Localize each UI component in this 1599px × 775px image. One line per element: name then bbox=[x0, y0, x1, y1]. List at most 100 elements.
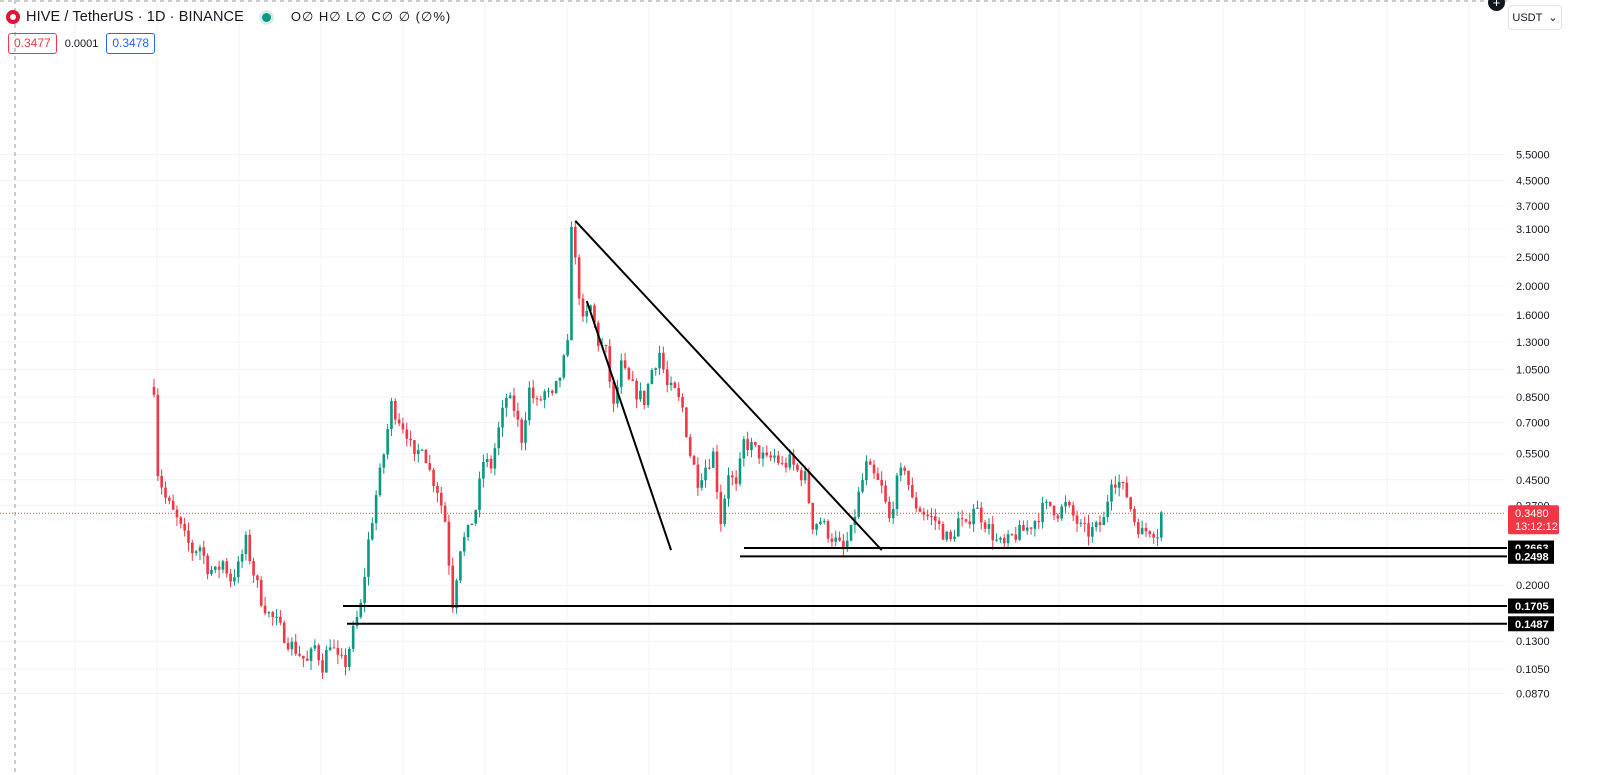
candle-body bbox=[1010, 534, 1014, 536]
candle-body bbox=[708, 467, 711, 469]
candle-body bbox=[911, 485, 914, 498]
candle-body bbox=[302, 655, 305, 659]
candle-body bbox=[623, 360, 627, 369]
price-axis[interactable]: 5.5000 4.5000 3.7000 3.1000 2.5000 2.0000 1.60… bbox=[1507, 0, 1599, 775]
candle-body bbox=[221, 561, 225, 570]
candle-body bbox=[374, 495, 378, 524]
candle-body bbox=[868, 461, 872, 465]
candle-body bbox=[332, 647, 336, 649]
candle-body bbox=[298, 653, 301, 656]
candle-body bbox=[581, 298, 585, 317]
candle-body bbox=[531, 387, 535, 399]
candle-body bbox=[206, 555, 209, 575]
candle-body bbox=[738, 458, 742, 484]
candle-body bbox=[198, 547, 202, 552]
candle-body bbox=[470, 523, 474, 526]
candle-body bbox=[164, 487, 167, 498]
sell-price-button[interactable]: 0.3477 bbox=[8, 33, 57, 54]
candle-body bbox=[677, 387, 681, 397]
symbol-title[interactable]: HIVE / TetherUS · 1D · BINANCE bbox=[26, 9, 244, 25]
candle-body bbox=[796, 464, 799, 471]
candle-body bbox=[983, 522, 987, 529]
candle-body bbox=[543, 391, 546, 400]
candle-body bbox=[830, 538, 834, 542]
candle-body bbox=[941, 524, 945, 540]
candle-body bbox=[731, 475, 734, 478]
candle-body bbox=[551, 390, 554, 393]
add-plus-icon[interactable]: + bbox=[1488, 0, 1505, 11]
candle-body bbox=[478, 478, 481, 511]
candle-body bbox=[558, 377, 562, 381]
candle-body bbox=[704, 467, 707, 481]
candle-body bbox=[1006, 534, 1010, 544]
y-tick-label: 0.5500 bbox=[1516, 449, 1550, 461]
candle-body bbox=[945, 531, 949, 540]
candle-body bbox=[371, 523, 374, 540]
candle-body bbox=[290, 641, 294, 650]
candle-body bbox=[1091, 527, 1094, 537]
candle-body bbox=[811, 502, 815, 530]
candle-body bbox=[1033, 521, 1037, 529]
level-label: 0.1487 bbox=[1515, 619, 1549, 631]
y-tick-label: 0.1050 bbox=[1516, 664, 1550, 676]
y-tick-label: 0.7000 bbox=[1516, 417, 1550, 429]
candle-body bbox=[1133, 509, 1136, 523]
candle-body bbox=[658, 352, 661, 369]
candle-body bbox=[715, 451, 719, 493]
candle-body bbox=[524, 420, 527, 443]
currency-dropdown[interactable]: USDT ⌄ bbox=[1508, 5, 1562, 30]
candle-body bbox=[168, 497, 171, 501]
candle-body bbox=[508, 395, 512, 399]
candle-body bbox=[1025, 527, 1029, 531]
candle-body bbox=[570, 226, 573, 341]
candle-body bbox=[252, 561, 255, 576]
candle-body bbox=[876, 473, 880, 480]
candle-body bbox=[336, 648, 340, 655]
candle-body bbox=[792, 454, 795, 465]
candle-body bbox=[838, 537, 841, 541]
candle-body bbox=[1144, 527, 1148, 532]
candle-body bbox=[842, 540, 845, 550]
y-tick-label: 4.5000 bbox=[1516, 175, 1550, 187]
candle-body bbox=[1045, 501, 1048, 503]
candle-body bbox=[233, 577, 236, 582]
market-status-icon[interactable] bbox=[261, 12, 271, 22]
level-label-bg bbox=[1508, 598, 1554, 614]
candle-body bbox=[696, 464, 700, 488]
candle-body bbox=[1087, 523, 1090, 537]
candle-body bbox=[378, 467, 382, 496]
candle-body bbox=[937, 520, 941, 525]
candle-body bbox=[1060, 506, 1064, 519]
level-label: 0.1705 bbox=[1515, 601, 1549, 613]
candle-body bbox=[1159, 512, 1163, 538]
candle-body bbox=[960, 518, 964, 520]
candle-body bbox=[313, 645, 317, 649]
candle-body bbox=[1071, 505, 1075, 516]
candle-body bbox=[179, 517, 183, 524]
candle-body bbox=[746, 439, 749, 450]
candle-body bbox=[474, 510, 478, 524]
chart-header: HIVE / TetherUS · 1D · BINANCE O∅ H∅ L∅ … bbox=[6, 6, 451, 28]
candle-body bbox=[229, 573, 232, 582]
candle-body bbox=[462, 537, 466, 552]
candle-body bbox=[271, 612, 275, 617]
candle-body bbox=[918, 508, 922, 512]
candle-body bbox=[1102, 517, 1106, 526]
candle-body bbox=[834, 537, 838, 542]
candle-body bbox=[340, 654, 343, 656]
candle-body bbox=[393, 401, 397, 420]
candle-body bbox=[355, 617, 359, 626]
candle-body bbox=[1037, 521, 1041, 523]
candle-body bbox=[822, 521, 826, 523]
candle-body bbox=[922, 511, 926, 515]
candle-body bbox=[1140, 527, 1144, 535]
candle-body bbox=[409, 438, 412, 441]
buy-price-button[interactable]: 0.3478 bbox=[106, 33, 156, 54]
candle-body bbox=[294, 641, 298, 654]
y-tick-label: 2.5000 bbox=[1516, 252, 1550, 264]
trendline bbox=[585, 300, 672, 551]
candle-body bbox=[849, 525, 853, 541]
candle-body bbox=[305, 658, 309, 661]
candle-body bbox=[282, 622, 286, 643]
